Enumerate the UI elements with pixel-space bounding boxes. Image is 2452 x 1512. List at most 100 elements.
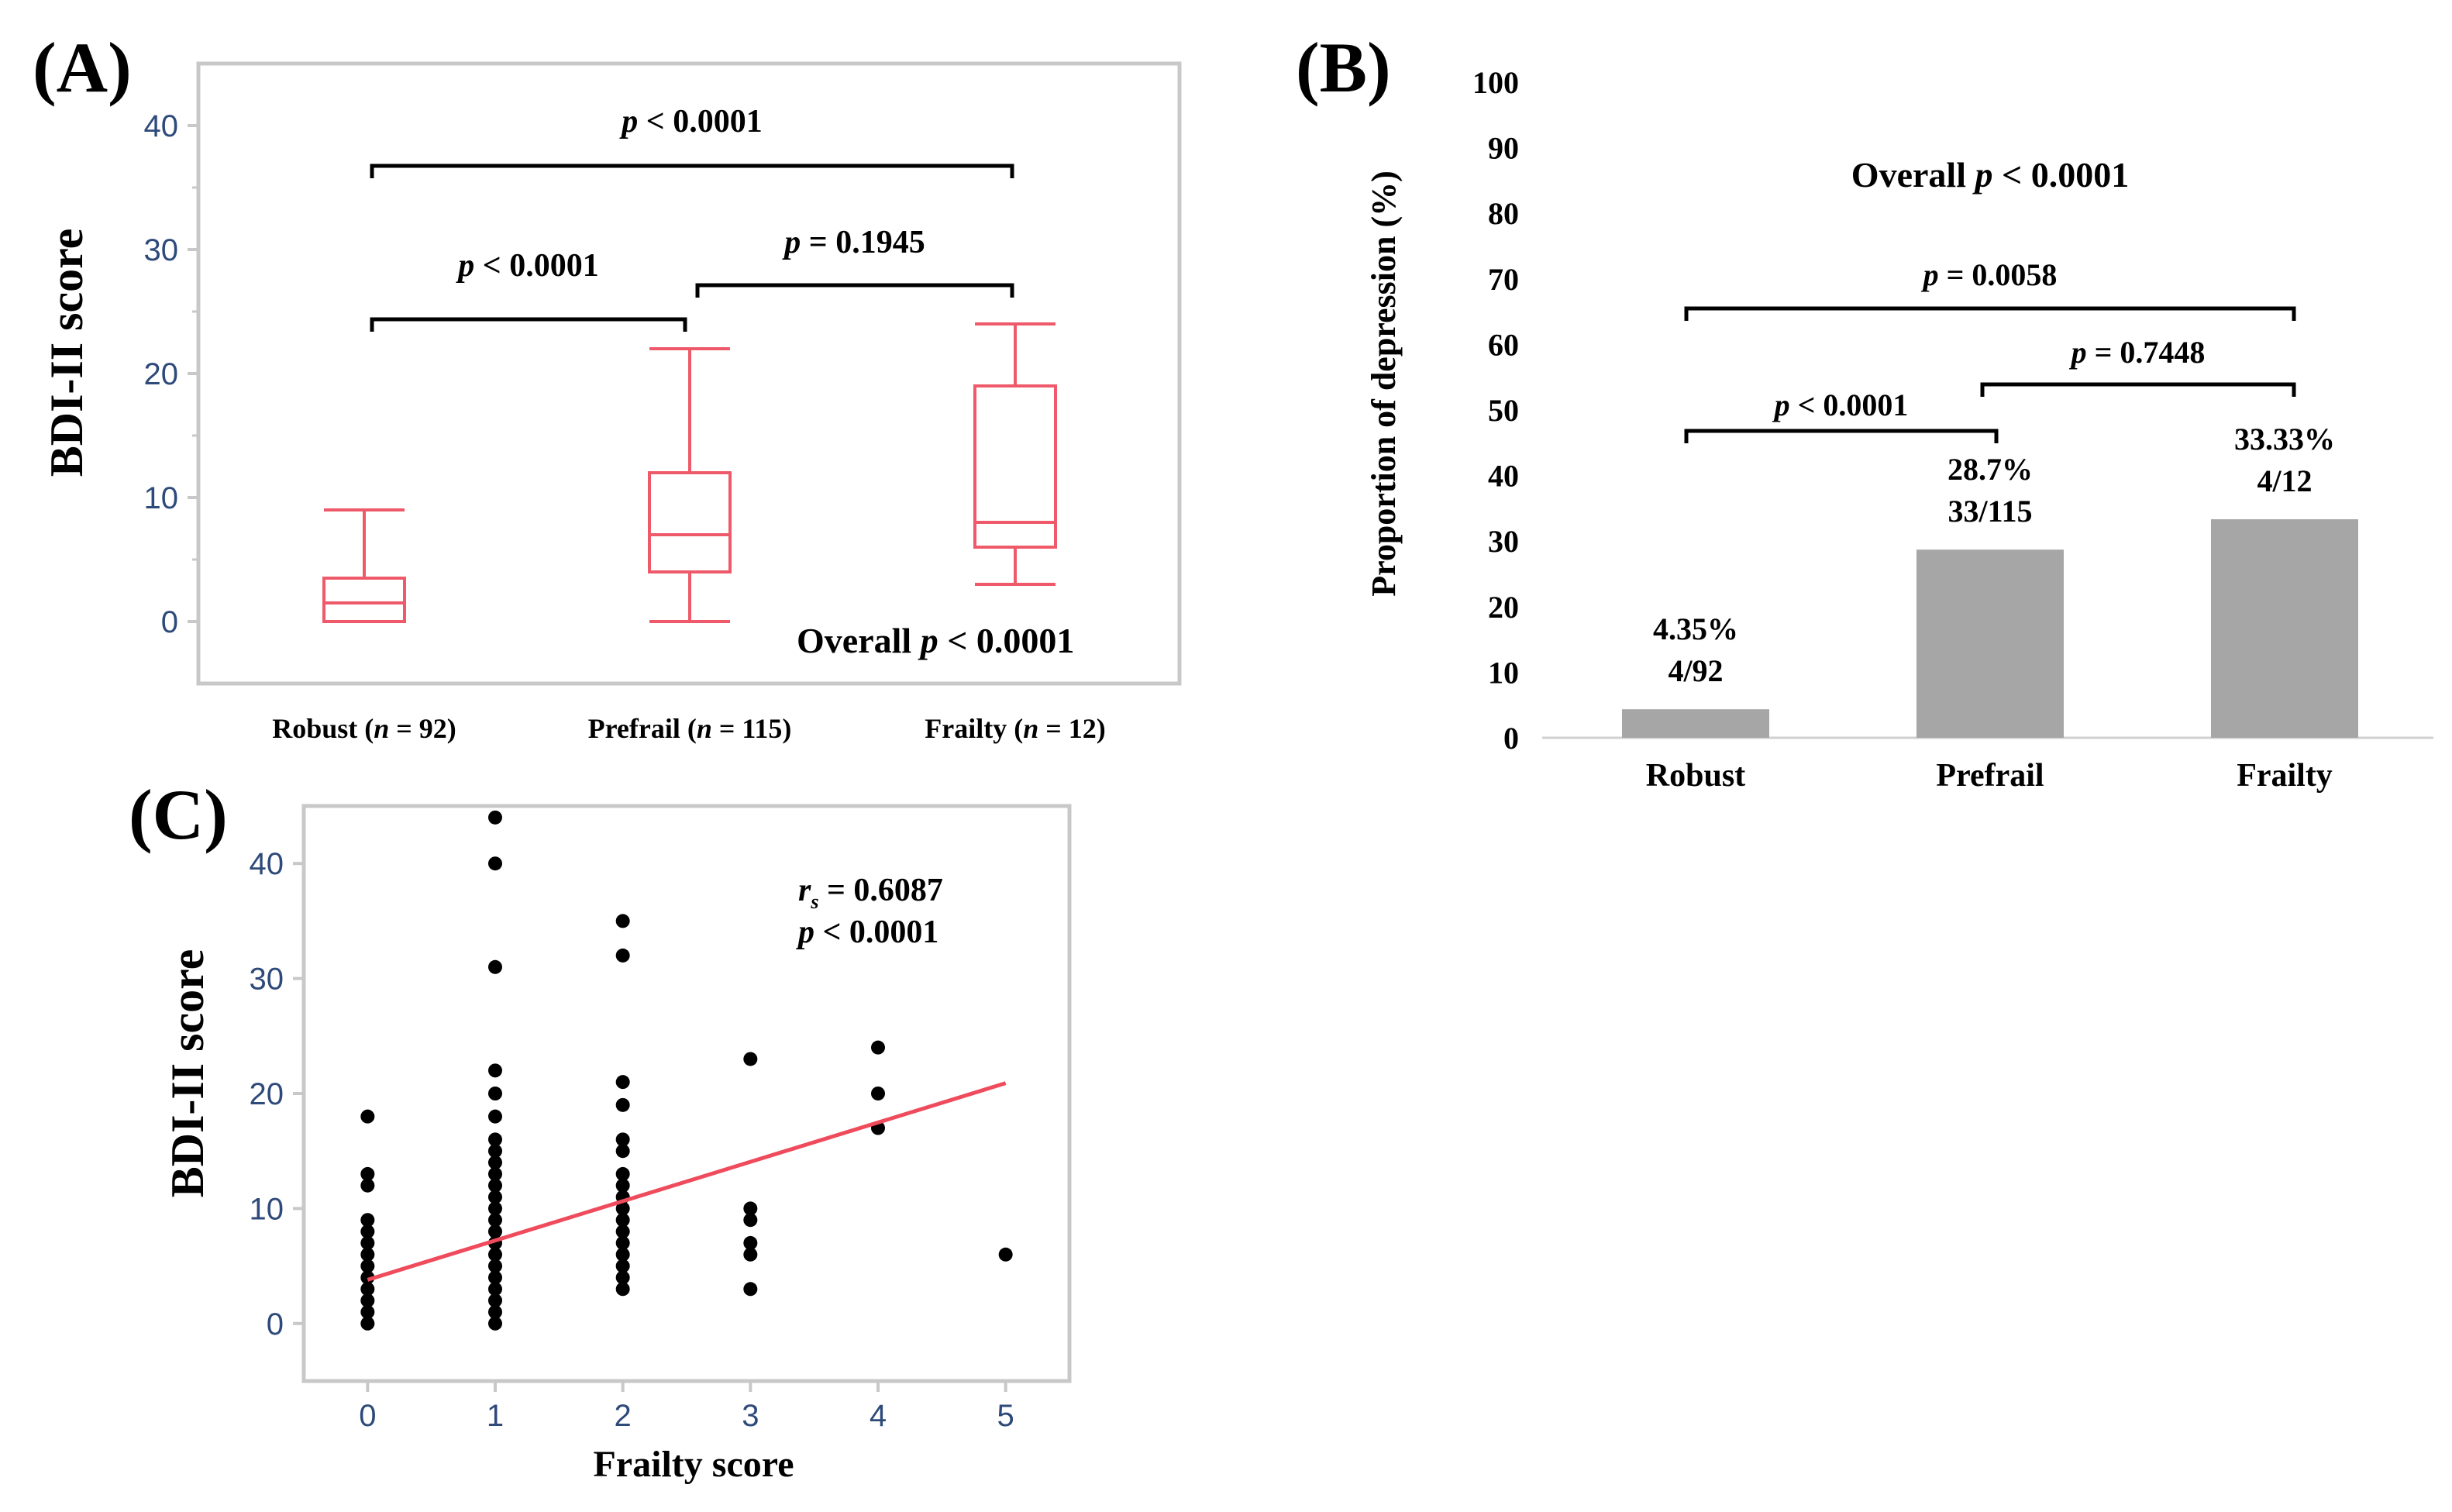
scatter-point	[360, 1270, 375, 1285]
scatter-point	[488, 1190, 502, 1204]
b-count-label: 33/115	[1948, 494, 2033, 529]
b-comparison-p: p = 0.0058	[1921, 257, 2058, 292]
b-count-label: 4/92	[1668, 653, 1723, 688]
scatter-point	[743, 1213, 758, 1228]
panel-b-label: (B)	[1296, 28, 1391, 107]
a-comparison-bracket	[370, 317, 687, 332]
scatter-point	[360, 1316, 375, 1331]
scatter-point	[615, 1201, 630, 1216]
b-comparison-bracket	[1684, 306, 2296, 321]
scatter-point	[743, 1247, 758, 1262]
scatter-point	[871, 1087, 885, 1100]
c-x-tick-label: 3	[742, 1399, 759, 1433]
c-y-tick-label: 40	[250, 847, 284, 881]
b-x-tick-label: Robust	[1646, 758, 1745, 794]
scatter-point	[360, 1304, 375, 1319]
scatter-point	[488, 1247, 502, 1262]
scatter-point	[488, 856, 502, 871]
a-comparison-p: p < 0.0001	[619, 104, 762, 139]
scatter-point	[488, 1166, 502, 1181]
scatter-point	[488, 1087, 502, 1100]
b-y-tick-label: 80	[1488, 196, 1519, 231]
scatter-point	[488, 1304, 502, 1319]
panel-a-label: (A)	[33, 28, 132, 107]
panel-c-scatter: (C) 0 10 20 30 40 0 1 2 3 4 5 BDI-II score Frailt…	[129, 775, 1072, 1485]
a-box-prefrail	[648, 347, 732, 623]
scatter-point	[615, 1224, 630, 1239]
scatter-point	[615, 1213, 630, 1228]
scatter-point	[615, 1270, 630, 1285]
a-comparison-bracket	[370, 164, 1014, 178]
scatter-point	[488, 1063, 502, 1078]
scatter-point	[743, 1235, 758, 1250]
scatter-point	[615, 1282, 630, 1297]
scatter-point	[488, 1144, 502, 1159]
a-comparison-bracket	[695, 283, 1014, 298]
c-y-tick-label: 10	[250, 1192, 284, 1226]
scatter-point	[615, 1166, 630, 1181]
scatter-point	[615, 1178, 630, 1193]
scatter-point	[488, 1259, 502, 1273]
scatter-point	[360, 1213, 375, 1228]
spearman-p: p < 0.0001	[796, 914, 938, 950]
b-bar-robust	[1622, 709, 1769, 738]
scatter-point	[615, 1132, 630, 1147]
scatter-point	[360, 1235, 375, 1250]
c-x-tick-label: 1	[487, 1399, 504, 1433]
scatter-point	[615, 1259, 630, 1273]
scatter-point	[360, 1293, 375, 1308]
b-y-tick-label: 10	[1488, 655, 1519, 690]
a-x-tick-label: Robust (n = 92)	[272, 713, 456, 744]
panel-c-x-axis-label: Frailty score	[593, 1444, 794, 1485]
a-iqr-box	[322, 577, 406, 623]
scatter-point	[488, 1178, 502, 1193]
b-y-tick-label: 70	[1488, 262, 1519, 297]
b-x-tick-label: Frailty	[2237, 758, 2333, 794]
panel-c-y-axis-label: BDI-II score	[162, 949, 213, 1198]
b-pct-label: 28.7%	[1947, 452, 2033, 487]
a-iqr-box	[648, 471, 732, 573]
scatter-point	[488, 810, 502, 825]
a-y-tick-label: 40	[144, 109, 179, 143]
scatter-point	[615, 948, 630, 963]
b-y-tick-label: 40	[1488, 459, 1519, 494]
scatter-point	[998, 1247, 1013, 1262]
a-y-tick-label: 10	[144, 481, 179, 515]
b-comparison-bracket	[1980, 382, 2296, 397]
panel-a-overall-p: Overall p < 0.0001	[797, 621, 1074, 660]
c-x-tick-label: 2	[615, 1399, 632, 1433]
scatter-point	[360, 1282, 375, 1297]
a-x-tick-label: Prefrail (n = 115)	[588, 713, 792, 744]
scatter-point	[488, 1282, 502, 1297]
scatter-point	[488, 1201, 502, 1216]
panel-a-y-axis-label: BDI-II score	[41, 229, 92, 477]
b-bar-frailty	[2211, 519, 2358, 738]
scatter-point	[615, 1247, 630, 1262]
scatter-point	[871, 1040, 885, 1055]
scatter-point	[743, 1201, 758, 1216]
b-y-tick-label: 90	[1488, 131, 1519, 166]
b-count-label: 4/12	[2257, 463, 2312, 498]
scatter-point	[360, 1259, 375, 1273]
a-iqr-box	[973, 384, 1057, 549]
c-y-tick-label: 0	[267, 1307, 284, 1342]
scatter-point	[488, 1156, 502, 1170]
scatter-point	[615, 1235, 630, 1250]
a-y-tick-label: 0	[161, 605, 178, 639]
scatter-point	[488, 1213, 502, 1228]
a-y-tick-label: 20	[144, 357, 179, 391]
panel-b-overall-p: Overall p < 0.0001	[1851, 155, 2129, 195]
scatter-point	[488, 1293, 502, 1308]
scatter-point	[360, 1247, 375, 1262]
a-comparison-p: p < 0.0001	[456, 248, 598, 284]
a-x-tick-label: Frailty (n = 12)	[925, 713, 1106, 744]
c-x-tick-label: 4	[870, 1399, 887, 1433]
scatter-point	[360, 1178, 375, 1193]
c-x-tick-label: 0	[359, 1399, 376, 1433]
b-pct-label: 4.35%	[1653, 611, 1738, 646]
scatter-point	[743, 1052, 758, 1066]
scatter-point	[360, 1224, 375, 1239]
spearman-r: rs = 0.6087	[798, 873, 943, 913]
b-bar-prefrail	[1916, 549, 2064, 738]
